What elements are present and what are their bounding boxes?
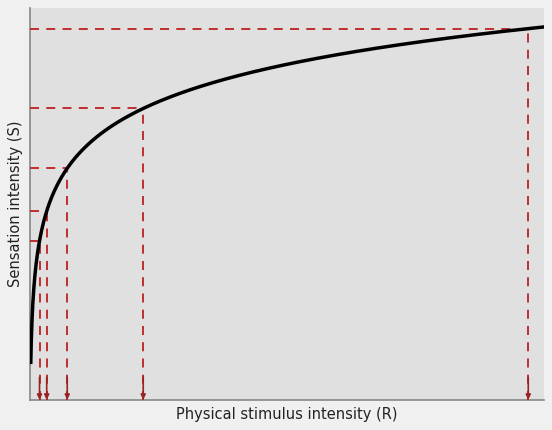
Y-axis label: Sensation intensity (S): Sensation intensity (S) [8,121,23,287]
X-axis label: Physical stimulus intensity (R): Physical stimulus intensity (R) [176,407,398,422]
